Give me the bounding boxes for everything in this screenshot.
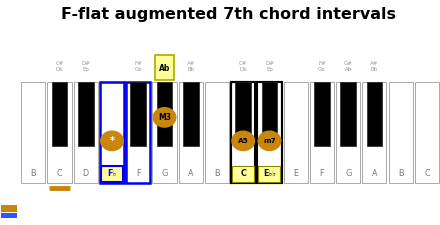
Text: E: E (293, 169, 298, 178)
Bar (51, 82, 67, 146)
Text: A5: A5 (238, 138, 249, 144)
Bar (183, 82, 198, 146)
Bar (21, 82, 45, 183)
Bar (415, 82, 439, 183)
Text: D: D (83, 169, 89, 178)
Text: F♭: F♭ (107, 169, 117, 178)
Text: G: G (161, 169, 168, 178)
Bar (232, 166, 254, 182)
Text: E♭♭: E♭♭ (263, 169, 276, 178)
Text: A#
Bb: A# Bb (187, 61, 195, 72)
Bar (130, 82, 146, 146)
Bar (258, 166, 280, 182)
Bar (100, 82, 124, 183)
Bar (126, 82, 150, 183)
Text: A#
Bb: A# Bb (370, 61, 378, 72)
Bar (336, 82, 360, 183)
Bar (48, 82, 72, 183)
Bar (367, 82, 382, 146)
Bar (179, 82, 203, 183)
Text: G: G (345, 169, 351, 178)
Bar (78, 82, 94, 146)
Bar (340, 82, 356, 146)
Text: B: B (214, 169, 220, 178)
Text: Ab: Ab (159, 64, 170, 73)
Text: *: * (110, 136, 114, 146)
Text: F#
Gb: F# Gb (134, 61, 142, 72)
Bar (152, 82, 176, 183)
Bar (231, 82, 255, 183)
Bar (101, 166, 123, 182)
Text: C: C (424, 169, 430, 178)
Bar (284, 82, 308, 183)
Text: F: F (320, 169, 324, 178)
Text: A: A (188, 169, 194, 178)
Circle shape (101, 131, 123, 151)
Bar (257, 82, 282, 183)
Bar (362, 82, 386, 183)
Text: F: F (136, 169, 140, 178)
Bar (157, 82, 172, 146)
Text: F#
Gb: F# Gb (318, 61, 326, 72)
Bar (155, 55, 174, 80)
Text: m7: m7 (263, 138, 276, 144)
Circle shape (232, 131, 254, 151)
Bar (235, 82, 251, 146)
Text: A: A (372, 169, 377, 178)
Bar (205, 82, 229, 183)
Text: F-flat augmented 7th chord intervals: F-flat augmented 7th chord intervals (61, 7, 396, 22)
Bar (257, 82, 282, 183)
Text: G#
Ab: G# Ab (344, 61, 352, 72)
Bar (1, 205, 17, 211)
Text: B: B (398, 169, 403, 178)
Bar (389, 82, 413, 183)
Text: C: C (240, 169, 246, 178)
Circle shape (258, 131, 281, 151)
Bar (310, 82, 334, 183)
Text: B: B (30, 169, 36, 178)
Text: C#
Db: C# Db (55, 61, 64, 72)
Bar (262, 82, 277, 146)
Text: C#
Db: C# Db (239, 61, 247, 72)
Circle shape (153, 108, 176, 127)
Bar (314, 82, 330, 146)
Bar (74, 82, 98, 183)
Text: D#
Eb: D# Eb (81, 61, 90, 72)
Bar (1, 213, 17, 218)
Bar (231, 82, 255, 183)
Text: C: C (57, 169, 62, 178)
Text: M3: M3 (158, 113, 171, 122)
Text: D#
Eb: D# Eb (265, 61, 274, 72)
Bar (231, 82, 282, 183)
Text: basicmusictheory.com: basicmusictheory.com (7, 88, 11, 137)
